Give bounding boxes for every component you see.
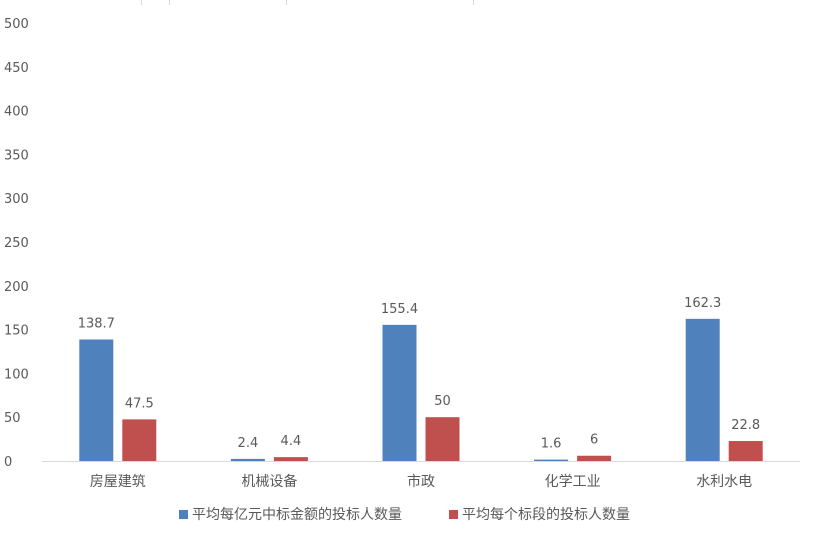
bars: 138.7 47.5 2.4 4.4 155.4 50 1.6 6 162.3 22.8 (78, 296, 763, 461)
y-tick-label: 0 (4, 455, 12, 470)
legend-swatch (179, 510, 188, 519)
y-tick-label: 200 (4, 280, 29, 295)
y-tick-label: 100 (4, 367, 29, 382)
bar-per-section-2 (425, 417, 460, 461)
y-tick-label: 250 (4, 236, 29, 251)
x-axis: 房屋建筑 机械设备 市政 化学工业 水利水电 (90, 473, 752, 490)
data-label: 162.3 (684, 296, 721, 311)
data-label: 155.4 (381, 302, 418, 317)
legend-swatch (449, 510, 458, 519)
bar-per-section-1 (273, 457, 308, 461)
x-tick-label: 水利水电 (696, 474, 752, 490)
bar-per-100m-yuan-2 (382, 324, 417, 461)
bar-per-section-3 (577, 455, 612, 461)
data-label: 4.4 (281, 434, 302, 449)
legend-label: 平均每个标段的投标人数量 (462, 507, 630, 523)
bar-per-100m-yuan-4 (685, 318, 720, 461)
data-label: 22.8 (731, 418, 760, 433)
x-tick-label: 化学工业 (545, 474, 601, 490)
y-tick-label: 350 (4, 148, 29, 163)
x-tick-label: 房屋建筑 (90, 474, 146, 490)
y-axis: 0 50 100 150 200 250 300 350 400 450 500 (4, 17, 29, 470)
x-tick-label: 市政 (407, 473, 435, 490)
top-edge-marks (141, 0, 474, 5)
bar-per-100m-yuan-3 (534, 459, 569, 461)
x-tick-label: 机械设备 (241, 473, 297, 490)
y-tick-label: 150 (4, 324, 29, 339)
legend: 平均每亿元中标金额的投标人数量 平均每个标段的投标人数量 (179, 507, 630, 523)
data-label: 1.6 (541, 437, 562, 452)
y-tick-label: 450 (4, 61, 29, 76)
legend-label: 平均每亿元中标金额的投标人数量 (192, 507, 402, 523)
bar-per-section-0 (122, 419, 157, 461)
data-label: 6 (590, 433, 598, 448)
bar-per-100m-yuan-1 (230, 458, 265, 461)
y-tick-label: 500 (4, 17, 29, 32)
y-tick-label: 400 (4, 105, 29, 120)
bar-per-100m-yuan-0 (79, 339, 114, 461)
data-label: 2.4 (238, 436, 259, 451)
data-label: 47.5 (125, 396, 154, 411)
data-label: 138.7 (78, 316, 115, 331)
y-tick-label: 50 (4, 411, 21, 426)
bar-per-section-4 (728, 441, 763, 461)
data-label: 50 (434, 394, 451, 409)
y-tick-label: 300 (4, 192, 29, 207)
